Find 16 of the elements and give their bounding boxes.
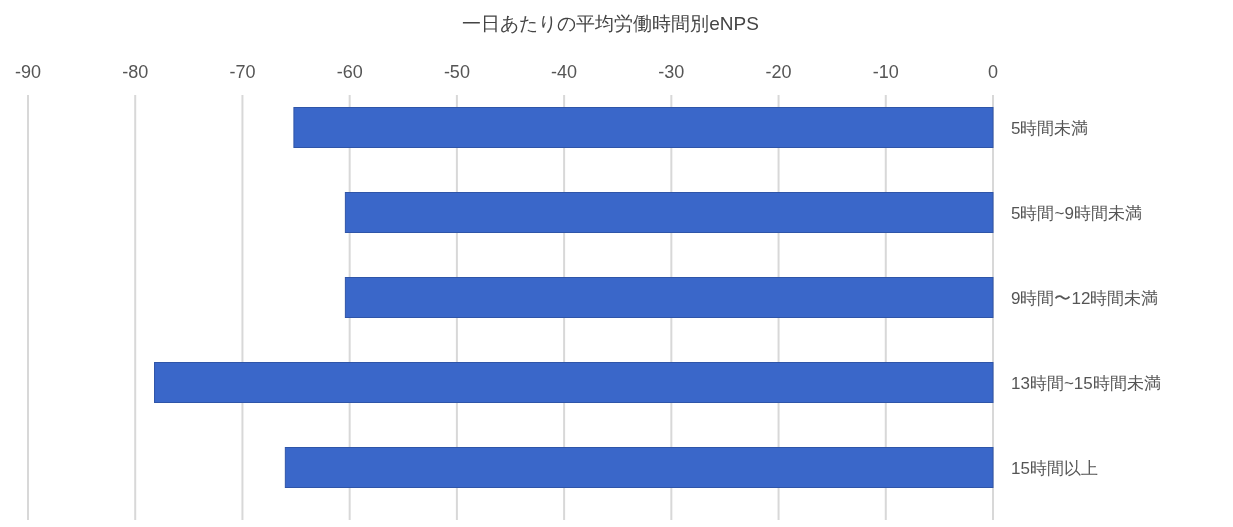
x-tick-label: -80 [122,62,149,82]
x-tick-label: -40 [551,62,578,82]
y-tick-label: 5時間未満 [1011,118,1089,138]
x-tick-label: -30 [658,62,685,82]
x-tick-label: -50 [443,62,470,82]
x-tick-label: -60 [336,62,363,82]
y-tick-label: 9時間〜12時間未満 [1011,288,1159,308]
x-tick-label: -70 [229,62,256,82]
x-tick-label: 0 [987,62,999,82]
y-tick-label: 13時間~15時間未満 [1011,373,1161,393]
chart-title: 一日あたりの平均労働時間別eNPS [462,13,759,34]
x-tick-label: -20 [765,62,792,82]
x-tick-label: -90 [14,62,42,82]
y-tick-label: 5時間~9時間未満 [1011,203,1142,223]
y-tick-label: 15時間以上 [1011,458,1098,478]
x-tick-label: -10 [872,62,899,82]
